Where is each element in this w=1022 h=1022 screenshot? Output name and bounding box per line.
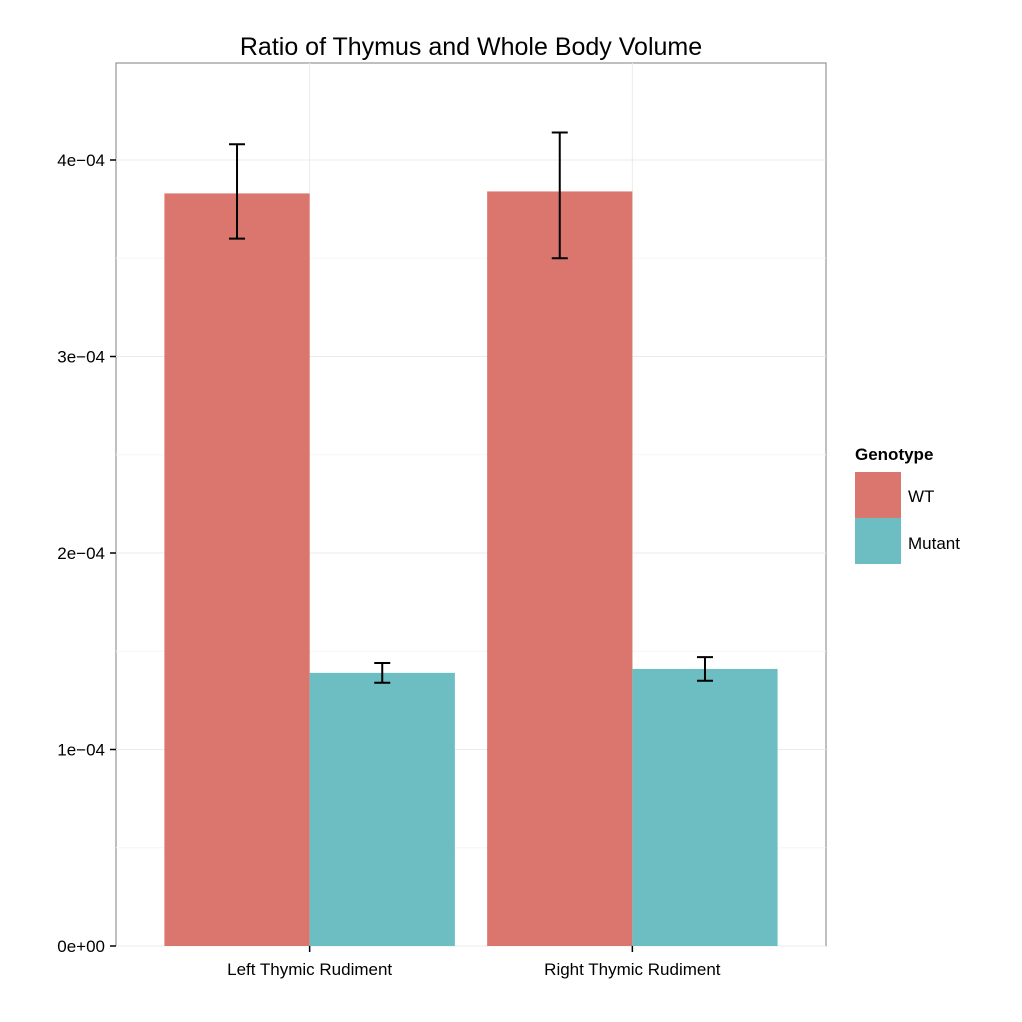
bars <box>164 191 778 946</box>
y-tick-label: 0e+00 <box>57 937 105 956</box>
chart-title: Ratio of Thymus and Whole Body Volume <box>240 33 702 61</box>
bar-wt-2 <box>487 191 633 946</box>
legend: Genotype WT Mutant <box>855 445 960 564</box>
legend-title: Genotype <box>855 445 933 464</box>
bar-wt-1 <box>164 193 310 946</box>
error-bars <box>229 131 713 684</box>
legend-swatch-mutant <box>855 518 901 564</box>
error-bar-wt-2 <box>551 131 568 260</box>
axes: 0e+00 1e−04 2e−04 3e−04 4e−04 Left Thymic Rud… <box>57 151 721 979</box>
legend-swatch-wt <box>855 472 901 518</box>
error-bar-mutant-1 <box>374 662 391 684</box>
y-tick-label: 2e−04 <box>57 544 105 563</box>
x-tick-label: Right Thymic Rudiment <box>544 960 721 979</box>
y-tick-label: 4e−04 <box>57 151 105 170</box>
legend-label-mutant: Mutant <box>908 534 960 553</box>
y-tick-label: 1e−04 <box>57 741 105 760</box>
x-tick-label: Left Thymic Rudiment <box>227 960 392 979</box>
error-bar-wt-1 <box>229 143 246 240</box>
bar-mutant-1 <box>309 672 455 946</box>
legend-label-wt: WT <box>908 487 934 506</box>
y-tick-label: 3e−04 <box>57 348 105 367</box>
bar-mutant-2 <box>632 668 778 946</box>
error-bar-mutant-2 <box>696 656 713 682</box>
